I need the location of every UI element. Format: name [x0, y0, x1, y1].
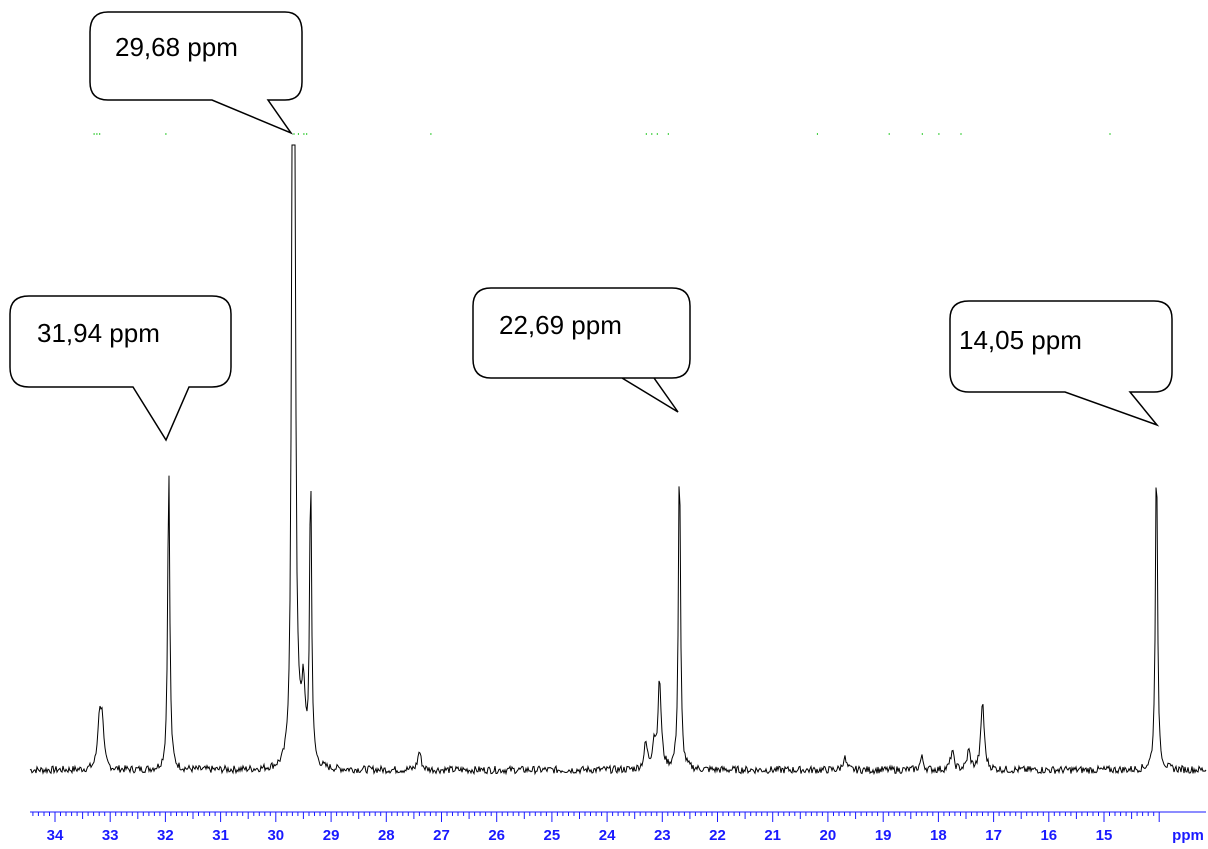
- peak-mark: [93, 133, 95, 135]
- x-tick-label: 18: [930, 827, 947, 844]
- peak-mark: [1109, 133, 1111, 135]
- peak-mark: [816, 133, 818, 135]
- callout-label: 31,94 ppm: [37, 318, 160, 348]
- callout-label: 29,68 ppm: [115, 32, 238, 62]
- x-tick-label: 28: [378, 827, 395, 844]
- x-tick-label: 23: [654, 827, 671, 844]
- x-tick-label: 34: [47, 827, 64, 844]
- x-tick-label: 32: [157, 827, 174, 844]
- peak-mark: [921, 133, 923, 135]
- callout-bubble: [89, 11, 303, 135]
- peak-mark: [960, 133, 962, 135]
- x-tick-label: 26: [488, 827, 505, 844]
- callout-31-94: 31,94 ppm: [9, 295, 232, 442]
- x-tick-label: 29: [323, 827, 340, 844]
- x-tick-label: 27: [433, 827, 450, 844]
- x-axis-unit-label: ppm: [1172, 827, 1204, 844]
- x-tick-label: 19: [875, 827, 892, 844]
- x-tick-label: 17: [985, 827, 1002, 844]
- callout-label: 22,69 ppm: [499, 310, 622, 340]
- callout-bubble: [949, 300, 1173, 427]
- peak-mark: [645, 133, 647, 135]
- peak-mark: [656, 133, 658, 135]
- peak-mark: [297, 133, 299, 135]
- peak-mark: [293, 133, 295, 135]
- x-tick-label: 15: [1096, 827, 1113, 844]
- callout-29-68: 29,68 ppm: [89, 11, 303, 135]
- x-tick-label: 21: [764, 827, 781, 844]
- x-tick-label: 30: [267, 827, 284, 844]
- x-tick-label: 25: [544, 827, 561, 844]
- peak-mark: [303, 133, 305, 135]
- x-tick-label: 16: [1040, 827, 1057, 844]
- peak-mark: [165, 133, 167, 135]
- peak-mark: [651, 133, 653, 135]
- callout-14-05: 14,05 ppm: [949, 300, 1173, 427]
- callout-label: 14,05 ppm: [959, 325, 1082, 355]
- peak-mark: [306, 133, 308, 135]
- spectrum-line: [29, 144, 1207, 776]
- peak-mark: [667, 133, 669, 135]
- x-tick-label: 24: [599, 827, 616, 844]
- peak-mark: [430, 133, 432, 135]
- callout-bubble: [9, 295, 232, 442]
- peak-mark: [888, 133, 890, 135]
- x-tick-label: 33: [102, 827, 119, 844]
- x-tick-label: 20: [820, 827, 837, 844]
- x-tick-label: 22: [709, 827, 726, 844]
- callout-bubble: [472, 287, 691, 413]
- x-tick-label: 31: [212, 827, 229, 844]
- peak-mark: [96, 133, 98, 135]
- peak-mark: [938, 133, 940, 135]
- callout-22-69: 22,69 ppm: [472, 287, 691, 413]
- x-axis: 34 33 32 31 30 29 28 27 26 25 24 23 22 21 20 19 18 17 16 15…: [30, 811, 1206, 844]
- peak-mark: [99, 133, 101, 135]
- peak-marks: [93, 133, 1111, 135]
